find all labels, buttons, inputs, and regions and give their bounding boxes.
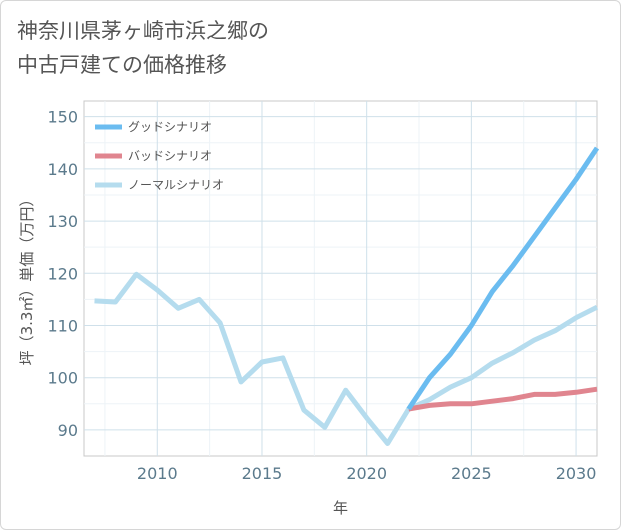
chart-title-line2: 中古戸建ての価格推移 <box>17 53 227 77</box>
y-tick-label: 140 <box>47 160 78 179</box>
ticks: 2010 2015 2020 2025 2030 90 100 110 120 130 140 150 <box>47 108 596 483</box>
y-tick-label: 110 <box>47 316 78 335</box>
series-line-3 <box>94 271 599 446</box>
legend-label: グッドシナリオ <box>128 120 212 134</box>
y-tick-label: 100 <box>47 369 78 388</box>
x-axis-label: 年 <box>333 499 348 517</box>
legend-label: バッドシナリオ <box>128 149 212 163</box>
x-tick-label: 2015 <box>242 464 283 483</box>
x-tick-label: 2010 <box>137 464 178 483</box>
legend-label: ノーマルシナリオ <box>128 178 224 192</box>
x-tick-label: 2020 <box>346 464 387 483</box>
chart-title-line1: 神奈川県茅ヶ崎市浜之郷の <box>17 19 269 43</box>
x-tick-label: 2025 <box>451 464 492 483</box>
y-axis-label: 坪（3.3㎡）単価（万円） <box>18 192 36 366</box>
series-layer <box>94 146 600 446</box>
series-line-1 <box>406 146 600 411</box>
y-tick-label: 90 <box>58 421 78 440</box>
series-line-2 <box>408 386 598 412</box>
chart-title: 神奈川県茅ヶ崎市浜之郷の 中古戸建ての価格推移 <box>17 14 269 82</box>
y-tick-label: 120 <box>47 264 78 283</box>
y-tick-label: 130 <box>47 212 78 231</box>
x-tick-label: 2030 <box>556 464 597 483</box>
y-tick-label: 150 <box>47 108 78 127</box>
